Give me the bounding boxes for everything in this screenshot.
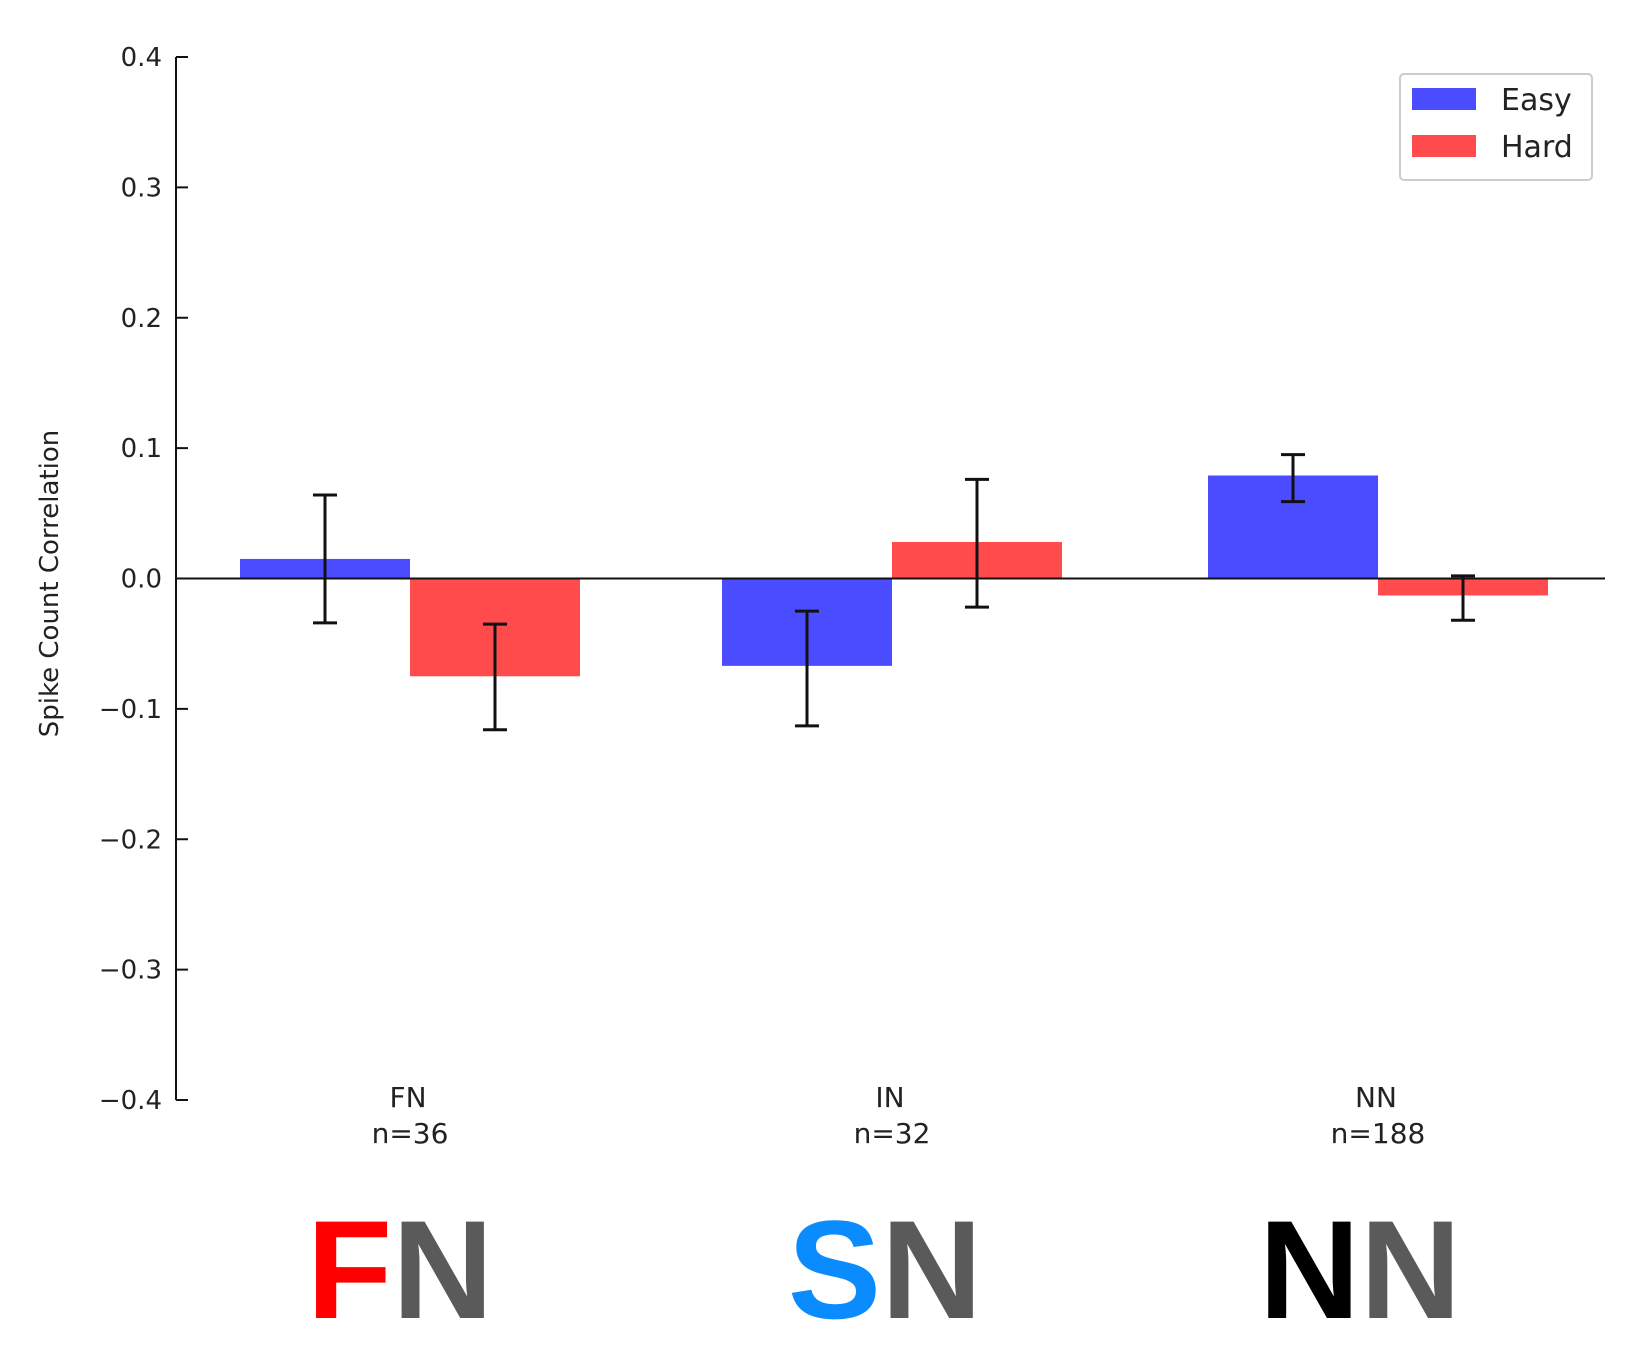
y-tick-label-3: 0.1 xyxy=(121,434,162,464)
y-tick-label-4: 0.0 xyxy=(121,565,162,595)
y-tick-label-0: 0.4 xyxy=(121,43,162,73)
legend-label-hard: Hard xyxy=(1501,130,1573,165)
group-label-fn-rest: N xyxy=(392,1191,494,1348)
legend-label-easy: Easy xyxy=(1501,83,1572,118)
group-label-fn: FN xyxy=(270,1200,530,1340)
category-count-label-2: n=188 xyxy=(1331,1117,1426,1150)
category-label-2: NN xyxy=(1355,1081,1397,1114)
legend-swatch-easy xyxy=(1412,88,1476,110)
category-count-label-1: n=32 xyxy=(854,1117,931,1150)
y-axis-label: Spike Count Correlation xyxy=(35,430,65,737)
y-tick-label-2: 0.2 xyxy=(121,304,162,334)
y-tick-label-7: −0.3 xyxy=(99,956,162,986)
bar-chart: 0.4 0.3 0.2 0.1 0.0 −0.1 −0.2 −0.3 −0.4 Spike Cou… xyxy=(35,43,1605,1150)
group-label-sn-rest: N xyxy=(881,1191,983,1348)
group-label-nn-first: N xyxy=(1258,1191,1360,1348)
group-label-nn: NN xyxy=(1230,1200,1490,1340)
group-label-sn-first: S xyxy=(787,1191,882,1348)
category-count-label-0: n=36 xyxy=(372,1117,449,1150)
y-tick-label-8: −0.4 xyxy=(99,1086,162,1116)
legend-swatch-hard xyxy=(1412,135,1476,157)
group-label-nn-rest: N xyxy=(1360,1191,1462,1348)
y-tick-label-6: −0.2 xyxy=(99,825,162,855)
group-label-sn: SN xyxy=(755,1200,1015,1340)
category-label-0: FN xyxy=(389,1081,426,1114)
y-tick-label-1: 0.3 xyxy=(121,173,162,203)
group-label-fn-first: F xyxy=(306,1191,393,1348)
y-tick-label-5: −0.1 xyxy=(99,695,162,725)
category-label-1: IN xyxy=(875,1081,904,1114)
